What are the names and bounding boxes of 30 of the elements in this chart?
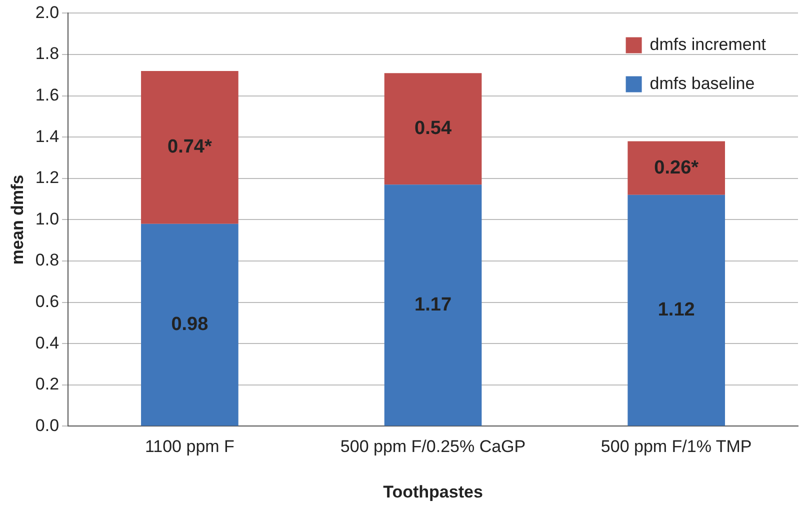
bar [628,194,726,426]
bar [384,184,482,426]
data-label: 0.98 [171,314,208,335]
x-tick-label: 500 ppm F/1% TMP [600,437,752,456]
y-tick-label: 1.4 [35,126,60,146]
y-tick-label: 0.2 [35,374,60,394]
bar [141,71,238,224]
bar [141,224,238,426]
legend-label: dmfs baseline [650,74,755,93]
y-tick-label: 1.8 [35,44,60,64]
x-tick-label: 500 ppm F/0.25% CaGP [340,437,526,456]
data-label: 1.12 [658,300,695,321]
legend-label: dmfs increment [650,34,766,54]
bar [628,141,726,195]
data-label: 1.17 [414,294,452,316]
x-tick-label: 1100 ppm F [144,437,234,456]
y-tick-label: 1.0 [35,209,60,228]
data-label: 0.74* [168,136,212,158]
y-axis-title: mean dmfs [8,174,27,265]
y-tick-label: 0.8 [35,250,60,270]
x-axis-title: Toothpastes [383,482,483,502]
data-label: 0.26* [654,157,700,178]
y-tick-label: 0.0 [35,416,60,435]
y-tick-label: 1.6 [35,85,60,104]
y-tick-label: 0.4 [35,333,60,352]
data-label: 0.54 [414,118,452,140]
bar [384,73,482,185]
y-tick-label: 1.2 [35,168,60,188]
y-tick-label: 2.0 [35,2,60,22]
y-tick-label: 0.6 [35,292,60,311]
